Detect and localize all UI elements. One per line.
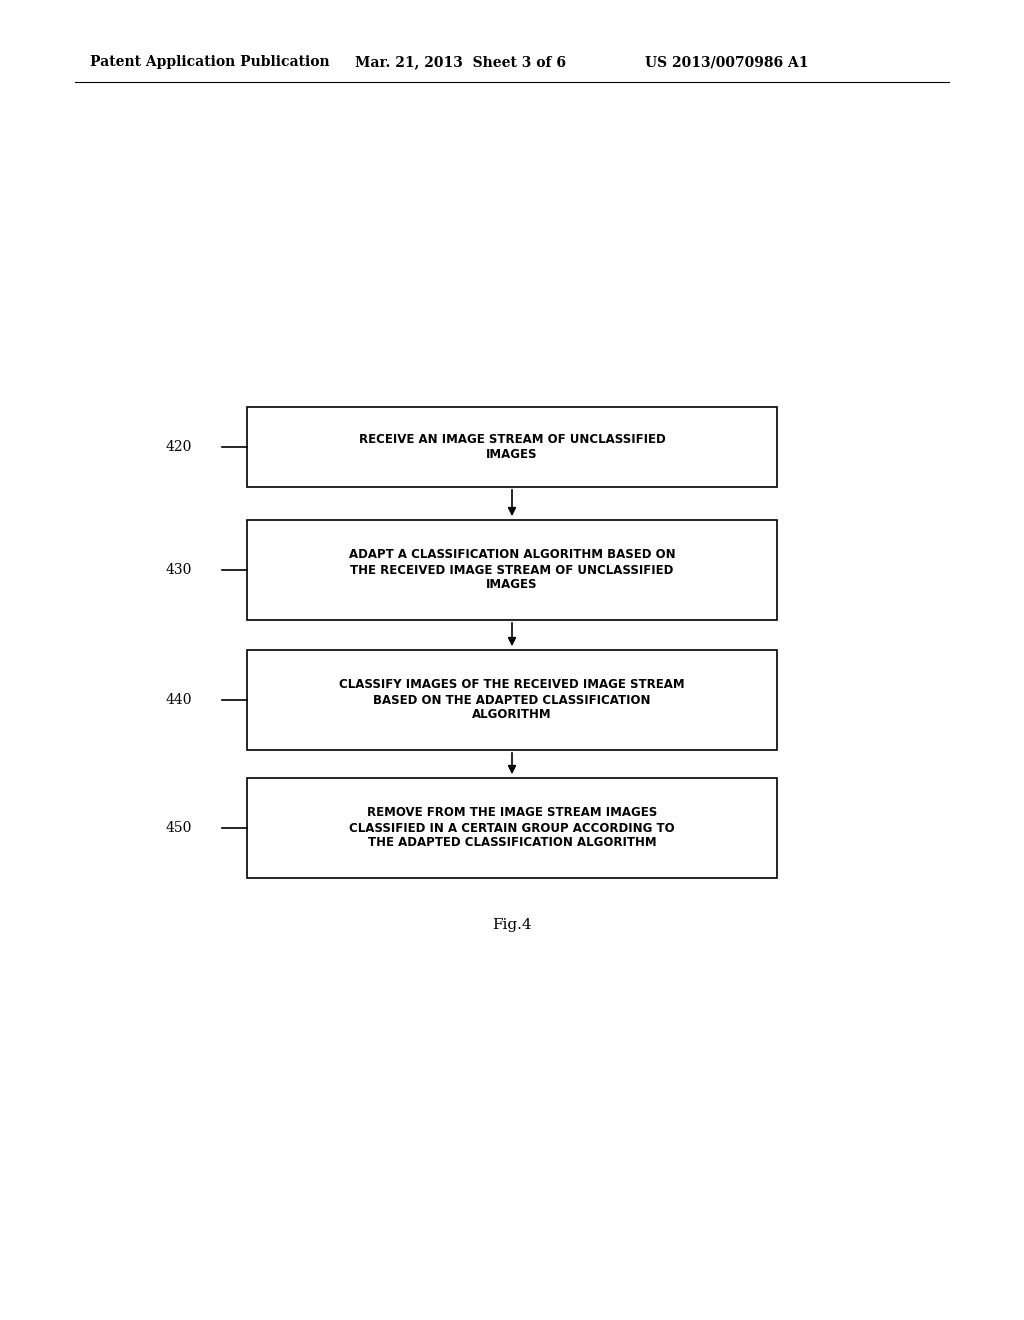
Bar: [247, 407, 777, 487]
Text: ADAPT A CLASSIFICATION ALGORITHM BASED ON
THE RECEIVED IMAGE STREAM OF UNCLASSIF: ADAPT A CLASSIFICATION ALGORITHM BASED O…: [349, 549, 675, 591]
Bar: [247, 649, 777, 750]
Bar: [247, 520, 777, 620]
Text: 440: 440: [166, 693, 193, 708]
Text: Mar. 21, 2013  Sheet 3 of 6: Mar. 21, 2013 Sheet 3 of 6: [355, 55, 566, 69]
Text: REMOVE FROM THE IMAGE STREAM IMAGES
CLASSIFIED IN A CERTAIN GROUP ACCORDING TO
T: REMOVE FROM THE IMAGE STREAM IMAGES CLAS…: [349, 807, 675, 850]
Text: Fig.4: Fig.4: [493, 917, 531, 932]
Text: CLASSIFY IMAGES OF THE RECEIVED IMAGE STREAM
BASED ON THE ADAPTED CLASSIFICATION: CLASSIFY IMAGES OF THE RECEIVED IMAGE ST…: [339, 678, 685, 722]
Text: 450: 450: [166, 821, 193, 836]
Text: Patent Application Publication: Patent Application Publication: [90, 55, 330, 69]
Text: US 2013/0070986 A1: US 2013/0070986 A1: [645, 55, 809, 69]
Text: 420: 420: [166, 440, 193, 454]
Text: 430: 430: [166, 564, 193, 577]
Text: RECEIVE AN IMAGE STREAM OF UNCLASSIFIED
IMAGES: RECEIVE AN IMAGE STREAM OF UNCLASSIFIED …: [358, 433, 666, 461]
Bar: [247, 777, 777, 878]
